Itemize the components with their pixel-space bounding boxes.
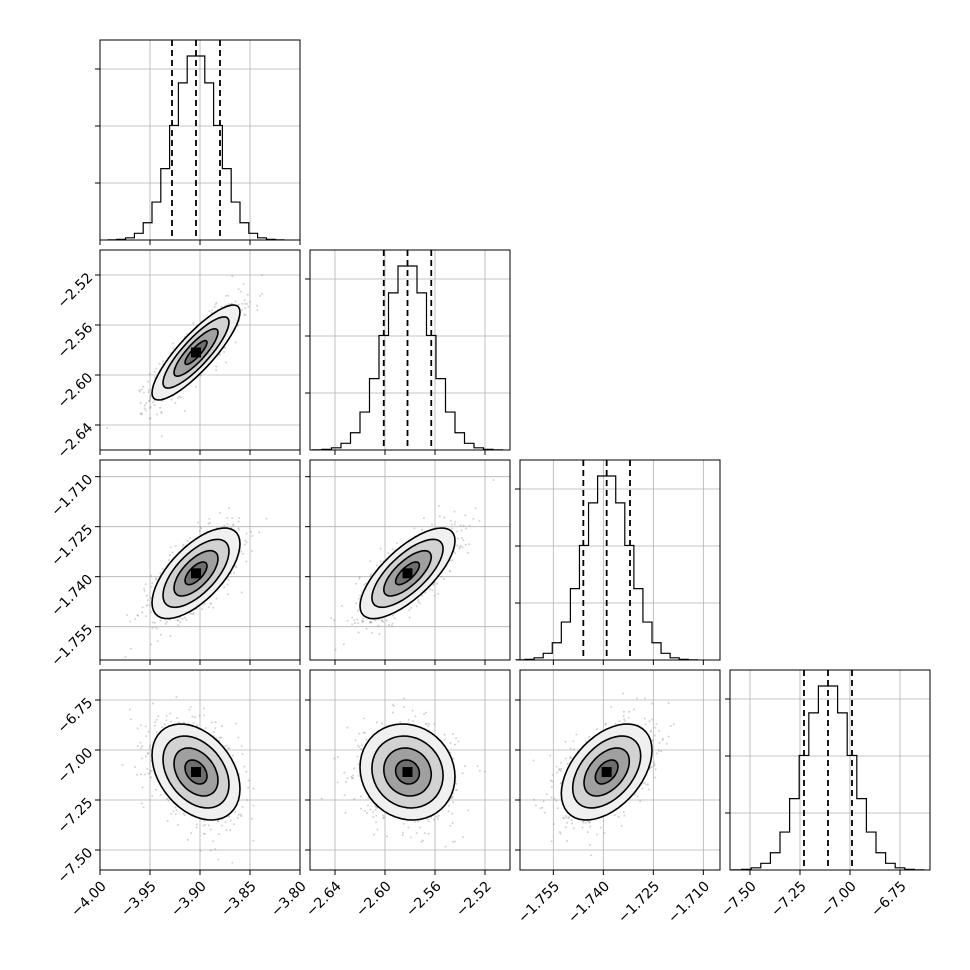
x-tick-label: −1.725	[615, 878, 663, 926]
contour-3-2-1	[583, 747, 631, 797]
y-tick-label: −2.52	[55, 270, 97, 312]
scatter-points	[124, 507, 268, 659]
contour-2-0-0	[184, 561, 208, 586]
x-tick-label: −4.00	[68, 878, 110, 920]
panel-frame	[309, 459, 511, 661]
panel-frame	[99, 669, 301, 871]
panel-1-0: −2.64 −2.60 −2.56 −2.52	[55, 249, 301, 462]
scatter-points	[121, 696, 255, 864]
y-tick-label: −1.710	[48, 472, 96, 520]
contour-2-0-2	[162, 538, 230, 609]
contour-3-2-3	[560, 723, 653, 821]
contour-2-1-0	[394, 561, 421, 586]
contour-3-0-3	[151, 723, 241, 821]
panel-frame	[729, 669, 931, 871]
contour-3-1-3	[359, 723, 456, 821]
x-tick-label: −7.50	[718, 878, 760, 920]
contour-3-2-0	[594, 759, 619, 785]
panel-frame	[99, 459, 301, 661]
y-tick-label: −2.60	[55, 370, 97, 412]
panel-3-2: −1.755 −1.740 −1.725 −1.710	[515, 669, 721, 926]
panel-2-2	[515, 459, 721, 665]
contour-3-2-2	[571, 735, 642, 809]
contour-1-0-3	[151, 304, 241, 401]
scatter-points	[106, 274, 264, 438]
scatter-points	[330, 478, 495, 651]
scatter-points	[320, 697, 487, 848]
x-tick-label: −1.755	[515, 878, 563, 926]
scatter-points	[532, 692, 675, 857]
y-tick-label: −6.75	[55, 695, 97, 737]
panel-0-0	[95, 39, 301, 245]
contour-3-1-2	[371, 735, 444, 809]
x-tick-label: −1.740	[565, 878, 613, 926]
y-tick-label: −1.755	[48, 622, 96, 670]
panel-3-3: −7.50 −7.25 −7.00 −6.75	[718, 669, 931, 920]
contour-2-1-1	[382, 549, 433, 597]
y-tick-label: −2.64	[55, 420, 97, 462]
y-tick-label: −1.740	[48, 572, 96, 620]
panel-2-0: −1.755−1.740−1.725−1.710	[48, 459, 301, 670]
contour-1-0-2	[162, 316, 230, 389]
x-tick-label: −2.56	[403, 878, 445, 920]
y-tick-label: −7.25	[55, 795, 97, 837]
contour-1-0-1	[173, 327, 219, 378]
panel-frame	[309, 249, 511, 451]
panel-1-1	[305, 249, 511, 455]
contour-2-0-1	[173, 549, 219, 597]
panel-3-0: −4.00 −3.95 −3.90 −3.85 −3.80 −7.50 −7.25 −7.00…	[55, 669, 310, 920]
density-peak	[191, 767, 201, 777]
contour-1-0-0	[184, 339, 208, 366]
contour-3-0-2	[162, 735, 230, 809]
panel-frame	[519, 459, 721, 661]
x-tick-label: −3.95	[118, 878, 160, 920]
x-tick-label: −2.64	[303, 878, 345, 920]
density-peak	[191, 568, 201, 579]
panel-frame	[309, 669, 511, 871]
contour-3-1-1	[382, 747, 433, 797]
y-tick-label: −7.00	[55, 745, 97, 787]
density-peak	[601, 767, 612, 777]
x-tick-label: −7.25	[768, 878, 810, 920]
density-peak	[191, 347, 201, 358]
panel-2-1	[305, 459, 511, 665]
y-tick-label: −2.56	[55, 320, 97, 362]
x-tick-label: −7.00	[818, 878, 860, 920]
y-tick-label: −7.50	[55, 845, 97, 887]
contour-3-0-1	[173, 747, 219, 797]
panel-3-1: −2.64 −2.60 −2.56 −2.52	[303, 669, 511, 920]
x-tick-label: −1.710	[665, 878, 713, 926]
x-tick-label: −6.75	[868, 878, 910, 920]
x-tick-label: −3.80	[268, 878, 310, 920]
panel-frame	[519, 669, 721, 871]
contour-3-0-0	[184, 759, 208, 785]
contour-2-1-2	[371, 538, 444, 609]
contour-2-1-3	[359, 527, 456, 620]
density-peak	[402, 767, 413, 777]
contour-2-0-3	[151, 527, 241, 620]
x-tick-label: −3.85	[218, 878, 260, 920]
x-tick-label: −2.60	[353, 878, 395, 920]
x-tick-label: −2.52	[453, 878, 495, 920]
density-peak	[402, 568, 413, 579]
panel-frame	[99, 39, 301, 241]
y-tick-label: −1.725	[48, 522, 96, 570]
panel-frame	[99, 249, 301, 451]
x-tick-label: −3.90	[168, 878, 210, 920]
contour-3-1-0	[394, 759, 421, 785]
